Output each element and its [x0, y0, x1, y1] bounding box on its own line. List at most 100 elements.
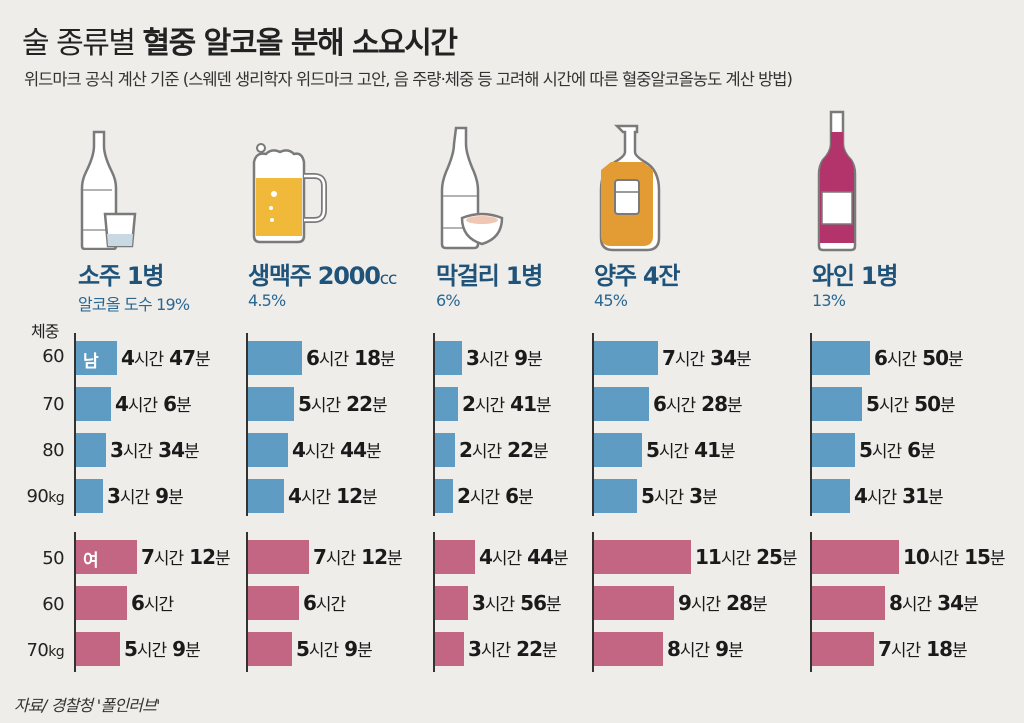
bar [812, 387, 862, 421]
weight-header: 체중 [31, 322, 59, 341]
bar-value-label: 5시간 9분 [124, 637, 201, 661]
bar [248, 540, 309, 574]
weight-value: 90 [26, 486, 49, 507]
bar-value-label: 7시간 18분 [878, 637, 968, 661]
bar-value-label: 3시간 9분 [466, 346, 543, 370]
bar [76, 387, 111, 421]
bar [594, 479, 637, 513]
axis-makgeolli-male [433, 333, 435, 516]
drink-abv-soju: 알코올 도수 19% [78, 295, 190, 314]
bar [435, 632, 464, 666]
bar [76, 586, 127, 620]
drink-name-soju: 소주 1병 [78, 262, 165, 290]
axis-beer-female [246, 532, 248, 672]
bar-value-label: 8시간 34분 [889, 591, 979, 615]
bar-value-label: 7시간 34분 [662, 346, 752, 370]
bar [76, 433, 106, 467]
bar-value-label: 5시간 50분 [866, 392, 956, 416]
bar [435, 479, 453, 513]
bar-value-label: 5시간 41분 [646, 438, 736, 462]
bar [812, 586, 885, 620]
bar [435, 433, 455, 467]
bar-value-label: 5시간 22분 [298, 392, 388, 416]
bar [435, 387, 458, 421]
soju-bottle-icon [80, 130, 137, 250]
weight-unit: kg [48, 644, 64, 660]
bar-value-label: 5시간 6분 [859, 438, 936, 462]
axis-soju-male [74, 333, 76, 516]
weight-label-m70: 70 [42, 394, 64, 415]
bar [594, 433, 642, 467]
bar-value-label: 7시간 12분 [141, 545, 231, 569]
axis-beer-male [246, 333, 248, 516]
bar-value-label: 6시간 18분 [306, 346, 396, 370]
title-light: 술 종류별 [22, 26, 136, 61]
axis-yangju-male [592, 333, 594, 516]
drink-name-yangju: 양주 4잔 [594, 262, 681, 290]
bar [435, 540, 475, 574]
bar-value-label: 6시간 [303, 591, 346, 615]
wine-bottle-icon [817, 110, 857, 252]
bar-value-label: 4시간 44분 [479, 545, 569, 569]
bar: 여 [76, 540, 137, 574]
bar-value-label: 4시간 47분 [121, 346, 211, 370]
bar-value-label: 2시간 6분 [457, 484, 534, 508]
bar: 남 [76, 341, 117, 375]
bar [812, 540, 899, 574]
bar-value-label: 11시간 25분 [695, 545, 798, 569]
beer-mug-icon [252, 143, 327, 244]
bar [435, 586, 468, 620]
bar-value-label: 3시간 22분 [468, 637, 558, 661]
whisky-bottle-icon [599, 124, 661, 252]
drink-name-beer-text: 생맥주 2000 [248, 262, 381, 290]
axis-yangju-female [592, 532, 594, 672]
bar-value-label: 3시간 34분 [110, 438, 200, 462]
bar-value-label: 2시간 22분 [459, 438, 549, 462]
bar [248, 586, 299, 620]
weight-label-f70: 70kg [26, 640, 64, 661]
weight-value: 70 [26, 640, 49, 661]
bar-value-label: 8시간 9분 [667, 637, 744, 661]
weight-label-m90: 90kg [26, 486, 64, 507]
bar-value-label: 3시간 56분 [472, 591, 562, 615]
bar [812, 341, 870, 375]
male-tag: 남 [83, 352, 99, 372]
source-note: 자료/ 경찰청 '폴인러브' [14, 696, 160, 715]
makgeolli-bottle-icon [440, 126, 504, 250]
bar-value-label: 6시간 28분 [653, 392, 743, 416]
bar [812, 479, 850, 513]
bar-value-label: 4시간 31분 [854, 484, 944, 508]
bar [594, 540, 691, 574]
bar-value-label: 6시간 50분 [874, 346, 964, 370]
bar-value-label: 10시간 15분 [903, 545, 1006, 569]
weight-unit: kg [48, 490, 64, 506]
page-subtitle: 위드마크 공식 계산 기준 (스웨덴 생리학자 위드마크 고안, 음 주량·체중… [24, 70, 793, 89]
female-tag: 여 [83, 551, 99, 571]
page-title: 술 종류별 혈중 알코올 분해 소요시간 [22, 18, 458, 62]
drink-abv-wine: 13% [812, 291, 846, 310]
bar [248, 387, 294, 421]
bar [594, 632, 663, 666]
bar [594, 341, 658, 375]
bar [248, 479, 284, 513]
drink-name-beer-unit: cc [379, 269, 398, 289]
bar-value-label: 6시간 [131, 591, 174, 615]
bar [594, 387, 649, 421]
weight-label-m60: 60 [42, 346, 64, 367]
axis-makgeolli-female [433, 532, 435, 672]
bar-value-label: 5시간 3분 [641, 484, 718, 508]
drink-name-makgeolli: 막걸리 1병 [436, 262, 543, 290]
weight-label-f60: 60 [42, 594, 64, 615]
bar [76, 632, 120, 666]
drink-abv-beer: 4.5% [248, 291, 286, 310]
weight-label-f50: 50 [42, 548, 64, 569]
bar-value-label: 4시간 12분 [288, 484, 378, 508]
drink-abv-yangju: 45% [594, 291, 628, 310]
axis-wine-female [810, 532, 812, 672]
bar [435, 341, 462, 375]
weight-label-m80: 80 [42, 440, 64, 461]
axis-wine-male [810, 333, 812, 516]
bar-value-label: 2시간 41분 [462, 392, 552, 416]
axis-soju-female [74, 532, 76, 672]
bar-value-label: 4시간 6분 [115, 392, 192, 416]
